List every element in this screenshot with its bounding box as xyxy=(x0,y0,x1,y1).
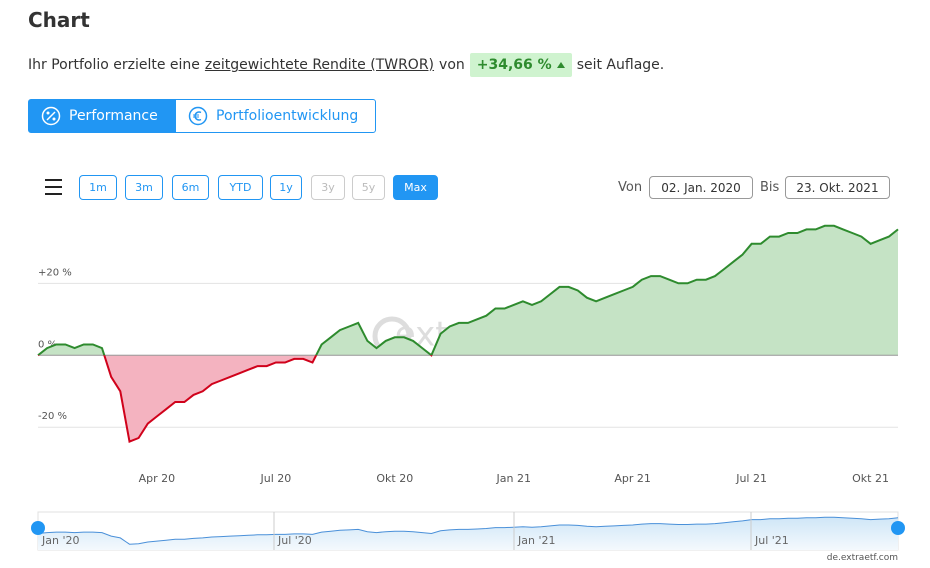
y-tick-label: +20 % xyxy=(38,267,72,278)
navigator-line xyxy=(37,516,899,545)
navigator-area xyxy=(38,517,898,550)
x-tick-label: Jul 21 xyxy=(735,472,767,485)
range-button[interactable]: 3m xyxy=(125,175,163,200)
y-tick-label: -20 % xyxy=(38,411,67,422)
icon xyxy=(41,106,61,126)
twror-link[interactable]: zeitgewichtete Rendite (TWROR) xyxy=(204,57,435,73)
range-button[interactable]: 1m xyxy=(79,175,117,200)
from-date[interactable]: 02. Jan. 2020 xyxy=(649,176,753,199)
text: seit Auflage. xyxy=(576,57,665,73)
menu-icon[interactable] xyxy=(45,178,65,196)
line-negative xyxy=(37,355,433,443)
tab-performance[interactable]: Performance xyxy=(28,99,175,133)
range-button[interactable]: 6m xyxy=(172,175,209,200)
to-date[interactable]: 23. Okt. 2021 xyxy=(785,176,890,199)
range-button[interactable]: Max xyxy=(393,175,438,200)
navigator-label: Jul '20 xyxy=(277,534,312,547)
return-badge: +34,66 % xyxy=(469,53,572,77)
x-tick-label: Jul 20 xyxy=(259,472,291,485)
x-tick-label: Jan 21 xyxy=(496,472,531,485)
x-tick-label: Apr 21 xyxy=(614,472,651,485)
range-button[interactable]: 1y xyxy=(270,175,302,200)
x-tick-label: Apr 20 xyxy=(139,472,176,485)
area-positive xyxy=(38,225,898,356)
navigator-label: Jul '21 xyxy=(754,534,789,547)
x-tick-label: Okt 21 xyxy=(852,472,889,485)
tab-label: Portfolioentwicklung xyxy=(216,108,359,124)
icon xyxy=(188,106,208,126)
range-button: 3y xyxy=(311,175,345,200)
intro-text: Ihr Portfolio erzielte eine zeitgewichte… xyxy=(28,52,664,78)
x-tick-label: Okt 20 xyxy=(376,472,413,485)
text: Ihr Portfolio erzielte eine xyxy=(28,57,200,73)
text: von xyxy=(439,57,465,73)
from-label: Von xyxy=(618,180,643,195)
to-label: Bis xyxy=(760,180,780,195)
tab-portfolio[interactable]: Portfolioentwicklung xyxy=(175,99,376,133)
navigator-handle[interactable] xyxy=(31,521,45,535)
line-positive xyxy=(37,224,899,356)
area-negative xyxy=(38,355,898,442)
tab-label: Performance xyxy=(69,108,158,124)
return-value: +34,66 % xyxy=(476,57,552,73)
navigator-label: Jan '20 xyxy=(41,534,79,547)
navigator-label: Jan '21 xyxy=(517,534,555,547)
credit: de.extraetf.com xyxy=(827,553,898,563)
range-button[interactable]: YTD xyxy=(218,175,263,200)
navigator-handle[interactable] xyxy=(891,521,905,535)
range-button: 5y xyxy=(352,175,385,200)
up-arrow xyxy=(556,62,565,68)
y-tick-label: 0 % xyxy=(38,339,57,350)
section-title: Chart xyxy=(28,8,90,32)
